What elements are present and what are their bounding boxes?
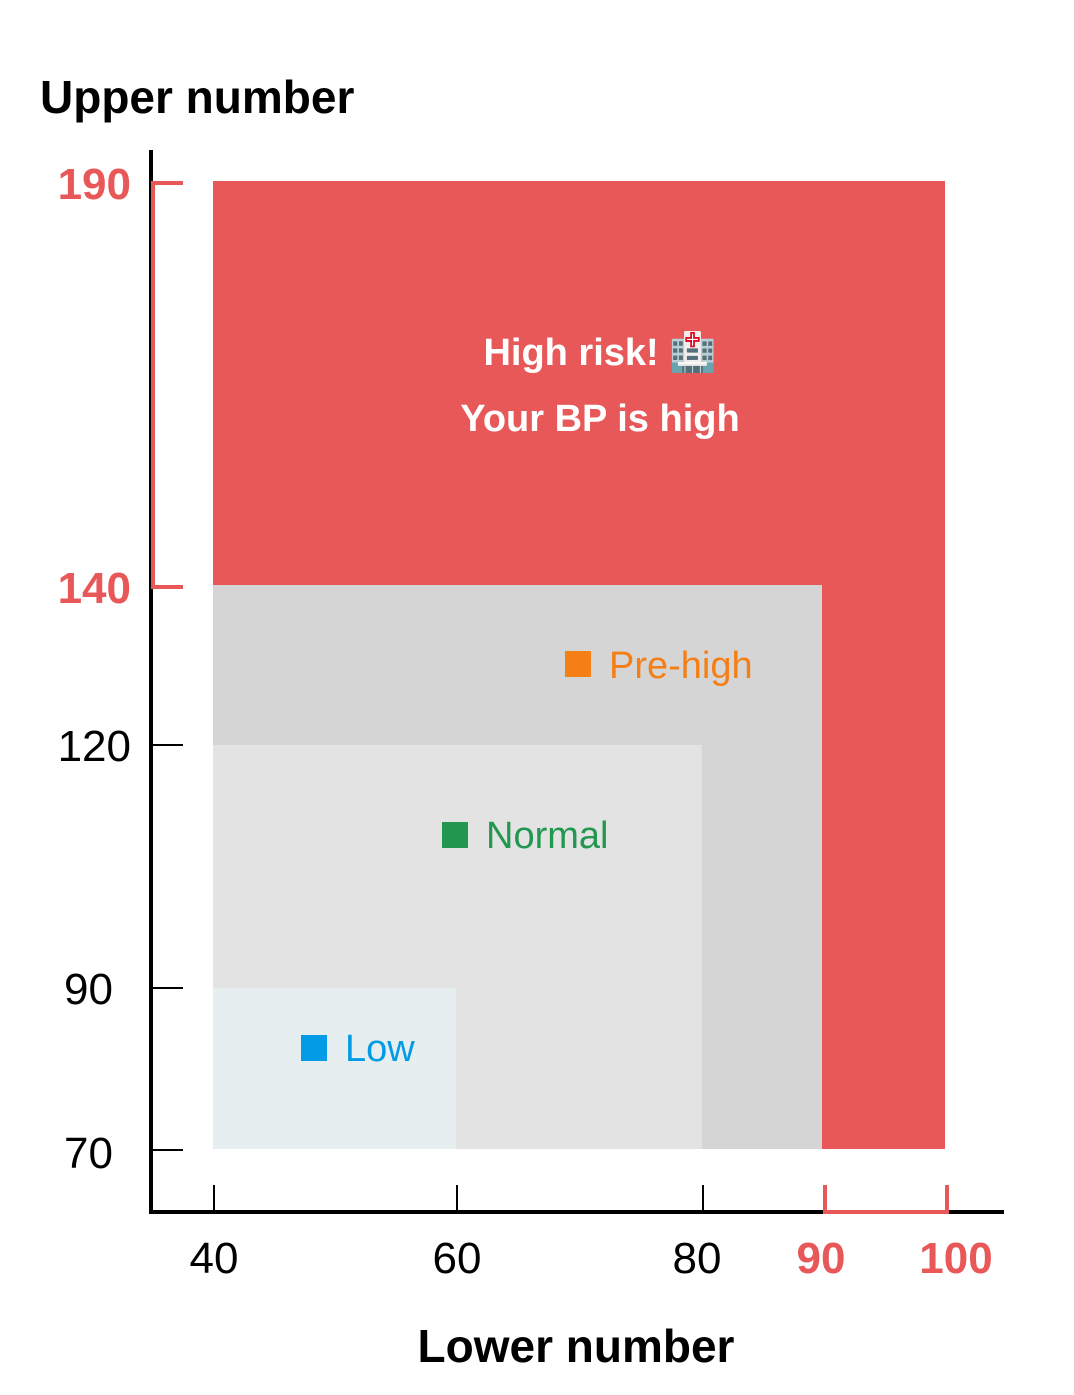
x-axis-title: Lower number <box>418 1320 735 1372</box>
pre-high-marker <box>565 651 591 677</box>
normal-label: Normal <box>486 815 608 857</box>
pre-high-label: Pre-high <box>609 645 753 687</box>
y-tick-label-140: 140 <box>58 564 131 613</box>
y-tick-label-190: 190 <box>58 160 131 209</box>
y-tick-label-120: 120 <box>58 722 131 771</box>
x-tick-label-100: 100 <box>919 1234 992 1283</box>
x-tick-label-40: 40 <box>190 1234 239 1283</box>
high-risk-label: High risk! 🏥 <box>483 330 716 374</box>
x-tick-label-90: 90 <box>797 1234 846 1283</box>
high-risk-sublabel: Your BP is high <box>460 398 739 440</box>
low-label: Low <box>345 1028 415 1070</box>
low-marker <box>301 1035 327 1061</box>
zone-low <box>213 988 456 1149</box>
y-tick-label-70: 70 <box>64 1129 113 1178</box>
x-tick-label-60: 60 <box>433 1234 482 1283</box>
y-axis-title: Upper number <box>40 71 354 123</box>
y-tick-label-90: 90 <box>64 965 113 1014</box>
x-tick-label-80: 80 <box>673 1234 722 1283</box>
normal-marker <box>442 822 468 848</box>
